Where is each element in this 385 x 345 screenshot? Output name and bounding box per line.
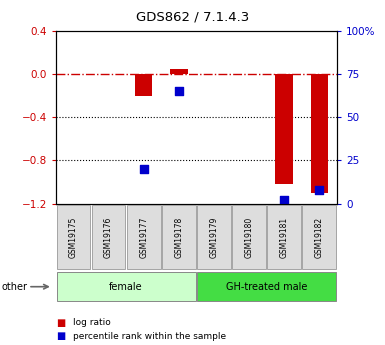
Bar: [275, 74, 293, 184]
Bar: [197, 272, 336, 301]
Bar: [162, 205, 196, 269]
Text: percentile rank within the sample: percentile rank within the sample: [73, 332, 226, 341]
Text: GH-treated male: GH-treated male: [226, 282, 307, 292]
Text: ■: ■: [56, 318, 65, 327]
Point: [281, 197, 287, 203]
Bar: [57, 205, 90, 269]
Text: GSM19178: GSM19178: [174, 217, 183, 258]
Bar: [57, 272, 196, 301]
Text: GSM19179: GSM19179: [209, 217, 218, 258]
Text: GSM19176: GSM19176: [104, 217, 113, 258]
Bar: [267, 205, 301, 269]
Text: GSM19182: GSM19182: [315, 217, 324, 258]
Bar: [232, 205, 266, 269]
Bar: [135, 74, 152, 96]
Point: [316, 187, 322, 193]
Text: GSM19181: GSM19181: [280, 217, 289, 258]
Text: female: female: [109, 282, 143, 292]
Text: ■: ■: [56, 332, 65, 341]
Text: other: other: [2, 282, 28, 292]
Bar: [92, 205, 126, 269]
Bar: [170, 69, 187, 74]
Point: [141, 166, 147, 172]
Bar: [311, 74, 328, 193]
Text: GSM19180: GSM19180: [244, 217, 254, 258]
Text: GDS862 / 7.1.4.3: GDS862 / 7.1.4.3: [136, 10, 249, 23]
Bar: [127, 205, 161, 269]
Text: GSM19177: GSM19177: [139, 217, 148, 258]
Text: log ratio: log ratio: [73, 318, 111, 327]
Text: GSM19175: GSM19175: [69, 217, 78, 258]
Bar: [303, 205, 336, 269]
Point: [176, 89, 182, 94]
Bar: [197, 205, 231, 269]
